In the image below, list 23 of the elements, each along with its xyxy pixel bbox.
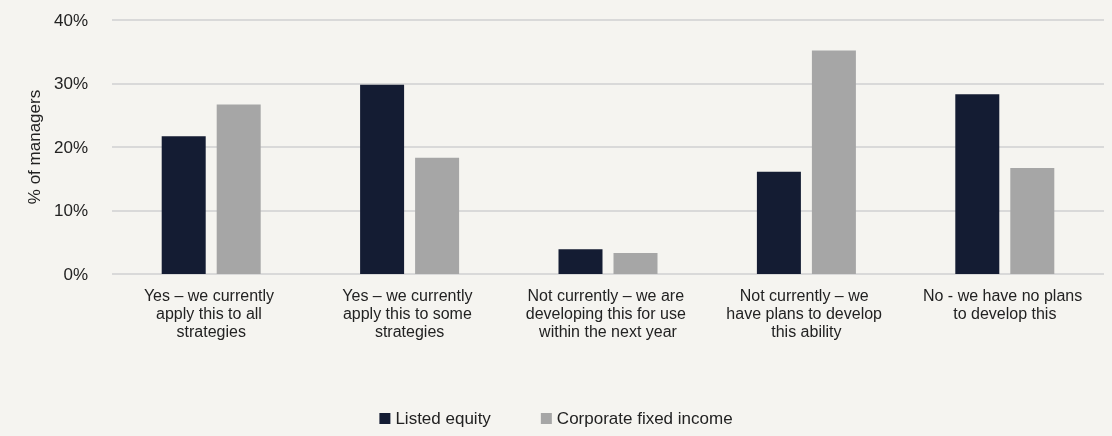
y-tick-label: 40% bbox=[53, 10, 88, 30]
legend-label: Corporate fixed income bbox=[556, 409, 733, 428]
bar bbox=[756, 171, 801, 274]
x-tick-label: Not currently – we have plans to develop this ability bbox=[726, 286, 887, 340]
x-tick-label: No - we have no plans to develop this bbox=[922, 286, 1087, 322]
legend-label: Listed equity bbox=[395, 409, 492, 428]
x-tick-label: Not currently – we are developing this for use within the next year bbox=[525, 286, 691, 340]
bar bbox=[811, 50, 856, 274]
bar bbox=[1010, 167, 1055, 274]
y-tick-label: 10% bbox=[53, 201, 88, 220]
bar bbox=[161, 136, 206, 274]
x-tick-label: Yes – we currently apply this to some strategies bbox=[342, 286, 477, 340]
bar bbox=[216, 104, 261, 274]
bar bbox=[955, 94, 1000, 274]
bar bbox=[558, 249, 603, 274]
bar bbox=[613, 253, 658, 274]
bar bbox=[360, 84, 405, 274]
y-tick-label: 20% bbox=[53, 137, 88, 157]
y-tick-label: 0% bbox=[63, 264, 88, 284]
y-tick-label: 30% bbox=[53, 74, 88, 93]
y-axis-title: % of managers bbox=[25, 89, 45, 205]
x-tick-label: Yes – we currently apply this to all strategies bbox=[143, 286, 279, 340]
bar bbox=[415, 157, 460, 274]
